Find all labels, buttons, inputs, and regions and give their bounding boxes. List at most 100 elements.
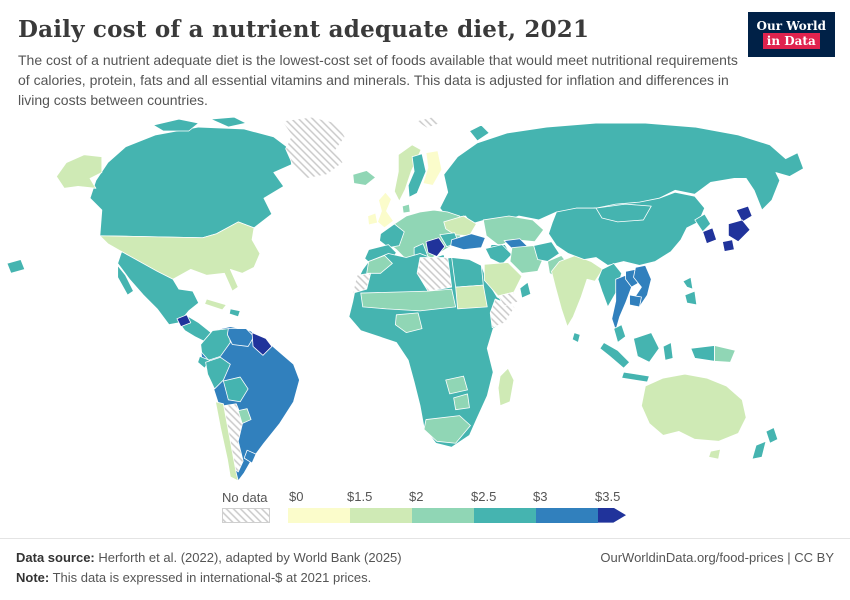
map-region-philippines-mindanao[interactable]	[684, 290, 698, 305]
map-region-south-korea[interactable]	[702, 227, 717, 244]
map-region-nigeria[interactable]	[394, 312, 423, 333]
map-region-iceland[interactable]	[352, 169, 376, 186]
map-region-russia-chukotka-wrap[interactable]	[6, 258, 26, 274]
map-region-peru[interactable]	[205, 356, 231, 389]
world-map	[0, 111, 850, 483]
map-region-canada[interactable]	[89, 126, 292, 238]
map-region-indonesia-borneo[interactable]	[633, 331, 660, 363]
map-region-canada-arctic-2[interactable]	[210, 116, 247, 128]
chart-header: Daily cost of a nutrient adequate diet, …	[0, 0, 850, 111]
map-region-france[interactable]	[379, 223, 405, 248]
page-title: Daily cost of a nutrient adequate diet, …	[18, 16, 590, 43]
map-region-mongolia[interactable]	[595, 203, 652, 222]
map-region-sweden[interactable]	[407, 152, 427, 198]
owid-logo-line2: in Data	[762, 33, 820, 49]
map-region-united-states-alaska[interactable]	[55, 153, 103, 189]
legend-bin-3[interactable]	[474, 507, 536, 523]
map-region-svalbard[interactable]	[415, 116, 442, 129]
note-line: Note: This data is expressed in internat…	[16, 568, 834, 588]
map-region-guyana-suriname[interactable]	[251, 331, 273, 356]
map-region-japan-hokkaido[interactable]	[735, 205, 753, 222]
map-region-japan-kyushu[interactable]	[722, 238, 735, 252]
map-region-colombia[interactable]	[200, 327, 231, 361]
legend-no-data: No data	[222, 490, 270, 523]
legend-bin-5-arrow[interactable]	[598, 507, 626, 523]
map-region-united-kingdom[interactable]	[377, 191, 394, 228]
map-region-western-balkans[interactable]	[425, 236, 446, 257]
map-region-venezuela[interactable]	[226, 327, 255, 347]
map-region-denmark[interactable]	[401, 203, 411, 214]
data-source-line: Data source: Herforth et al. (2022), ada…	[16, 548, 402, 568]
map-region-zambia[interactable]	[445, 375, 468, 394]
map-region-oman[interactable]	[519, 281, 532, 299]
legend-bin-1[interactable]	[350, 507, 412, 523]
map-region-australia-tasmania[interactable]	[708, 448, 721, 460]
map-region-ecuador[interactable]	[197, 355, 210, 369]
legend-no-data-label: No data	[222, 489, 268, 505]
legend-bin-2[interactable]	[412, 507, 474, 523]
chart-footer: Data source: Herforth et al. (2022), ada…	[0, 537, 850, 600]
map-region-caribbean[interactable]	[228, 308, 241, 317]
map-region-somalia[interactable]	[489, 298, 516, 328]
map-region-paraguay[interactable]	[237, 407, 252, 424]
owid-link[interactable]: OurWorldinData.org/food-prices | CC BY	[600, 549, 834, 565]
map-region-egypt[interactable]	[451, 256, 484, 288]
map-region-finland[interactable]	[422, 149, 443, 186]
map-region-cuba[interactable]	[204, 298, 227, 310]
legend-tick-1: $1.5	[347, 488, 373, 504]
map-region-south-africa[interactable]	[423, 414, 471, 444]
owid-logo-line1: Our World	[756, 19, 826, 33]
legend-tick-labels: $0 $1.5 $2 $2.5 $3 $3.5	[288, 489, 628, 505]
map-region-new-zealand-north[interactable]	[765, 426, 779, 444]
legend-bin-4[interactable]	[536, 507, 598, 523]
map-region-china[interactable]	[548, 191, 706, 266]
map-region-russia-novaya-zemlya[interactable]	[469, 124, 490, 141]
legend-color-scale: $0 $1.5 $2 $2.5 $3 $3.5	[288, 489, 628, 523]
map-region-turkey[interactable]	[450, 233, 486, 250]
map-region-north-korea[interactable]	[694, 213, 711, 232]
map-region-uruguay[interactable]	[243, 449, 257, 464]
map-region-yemen[interactable]	[497, 291, 519, 306]
map-region-cambodia[interactable]	[629, 294, 642, 307]
map-region-malaysia[interactable]	[613, 323, 627, 343]
map-region-chile[interactable]	[215, 401, 239, 481]
chart-subtitle: The cost of a nutrient adequate diet is …	[18, 52, 738, 108]
map-region-kazakhstan[interactable]	[482, 215, 544, 246]
map-region-mexico[interactable]	[117, 250, 200, 325]
map-region-afghanistan[interactable]	[533, 240, 560, 262]
map-region-india[interactable]	[551, 254, 604, 327]
map-region-libya[interactable]	[416, 256, 453, 292]
map-region-western-sahara[interactable]	[352, 272, 372, 294]
map-region-indonesia-sumatra[interactable]	[599, 341, 630, 369]
map-region-sudan[interactable]	[455, 284, 488, 309]
legend-no-data-swatch[interactable]	[222, 507, 270, 523]
map-region-greenland[interactable]	[281, 116, 346, 179]
map-region-ireland[interactable]	[367, 212, 378, 225]
map-region-indonesia-west-papua[interactable]	[690, 344, 715, 362]
map-region-new-zealand-south[interactable]	[751, 440, 767, 460]
map-region-papua-new-guinea[interactable]	[714, 344, 736, 363]
map-region-guatemala[interactable]	[176, 314, 192, 327]
map-region-indonesia-sulawesi[interactable]	[662, 341, 674, 361]
map-region-sahel[interactable]	[360, 288, 457, 311]
map-region-myanmar[interactable]	[597, 262, 623, 307]
map-region-sri-lanka[interactable]	[571, 331, 581, 343]
map-region-iraq-levant[interactable]	[484, 243, 513, 265]
map-region-bolivia[interactable]	[223, 376, 249, 402]
legend-tick-5: $3.5	[595, 488, 621, 504]
legend-bin-0[interactable]	[288, 507, 350, 523]
map-region-philippines-luzon[interactable]	[682, 276, 694, 290]
map-legend: No data $0 $1.5 $2 $2.5 $3 $3.5	[0, 489, 850, 523]
map-region-australia[interactable]	[641, 373, 747, 442]
map-region-japan-honshu[interactable]	[727, 219, 751, 242]
map-region-morocco[interactable]	[366, 254, 393, 274]
map-region-indonesia-java[interactable]	[621, 371, 650, 383]
map-region-mexico-baja[interactable]	[117, 264, 134, 296]
data-source-label: Data source:	[16, 549, 95, 565]
map-region-zimbabwe[interactable]	[453, 393, 470, 410]
legend-tick-4: $3	[533, 488, 548, 504]
owid-logo[interactable]: Our World in Data	[747, 12, 835, 57]
map-region-canada-arctic-1[interactable]	[152, 118, 200, 132]
map-region-madagascar[interactable]	[497, 367, 515, 406]
